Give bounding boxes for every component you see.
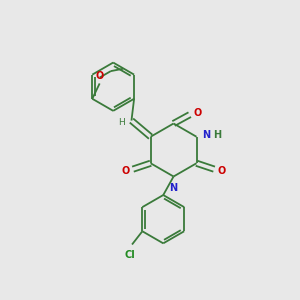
Text: O: O <box>193 108 202 118</box>
Text: O: O <box>95 70 104 80</box>
Text: Cl: Cl <box>124 250 135 260</box>
Text: O: O <box>218 166 226 176</box>
Text: N: N <box>169 183 178 193</box>
Text: H: H <box>213 130 221 140</box>
Text: N: N <box>202 130 210 140</box>
Text: O: O <box>121 166 129 176</box>
Text: H: H <box>118 118 125 127</box>
